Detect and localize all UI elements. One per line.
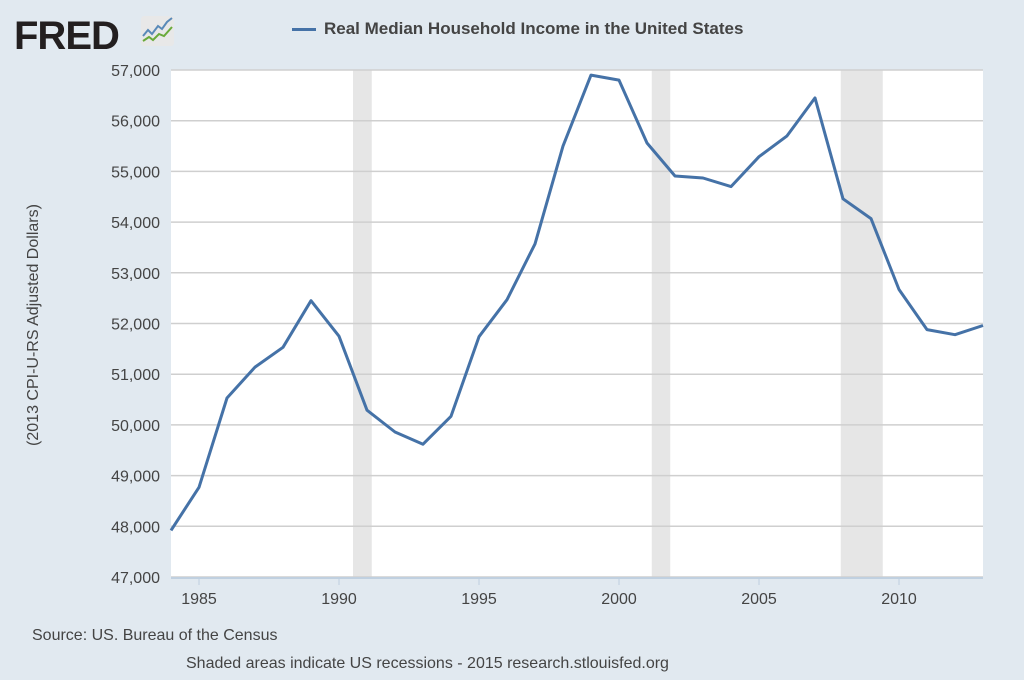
y-tick-label: 56,000	[111, 114, 160, 131]
x-tick-label: 1990	[321, 591, 357, 608]
y-tick-label: 48,000	[111, 519, 160, 536]
y-axis-label: (2013 CPI-U-RS Adjusted Dollars)	[25, 204, 42, 446]
x-tick-label: 1985	[181, 591, 217, 608]
y-tick-label: 55,000	[111, 164, 160, 181]
y-tick-label: 52,000	[111, 317, 160, 334]
x-tick-label: 2005	[741, 591, 777, 608]
y-tick-label: 54,000	[111, 215, 160, 232]
legend: Real Median Household Income in the Unit…	[292, 19, 743, 39]
y-tick-label: 57,000	[111, 63, 160, 80]
legend-label: Real Median Household Income in the Unit…	[324, 19, 744, 38]
x-tick-label: 2010	[881, 591, 917, 608]
x-tick-label: 2000	[601, 591, 637, 608]
source-note: Source: US. Bureau of the Census	[32, 627, 278, 644]
y-tick-label: 53,000	[111, 266, 160, 283]
y-tick-label: 47,000	[111, 570, 160, 587]
series-line	[169, 73, 984, 532]
recession-note: Shaded areas indicate US recessions - 20…	[186, 655, 669, 672]
fred-logo-text: FRED	[14, 14, 120, 58]
fred-logo[interactable]: FRED	[14, 14, 120, 59]
legend-swatch	[292, 27, 316, 31]
y-tick-label: 49,000	[111, 469, 160, 486]
y-tick-label: 51,000	[111, 367, 160, 384]
y-tick-label: 50,000	[111, 418, 160, 435]
fred-graph-icon	[141, 16, 174, 46]
x-tick-label: 1995	[461, 591, 497, 608]
